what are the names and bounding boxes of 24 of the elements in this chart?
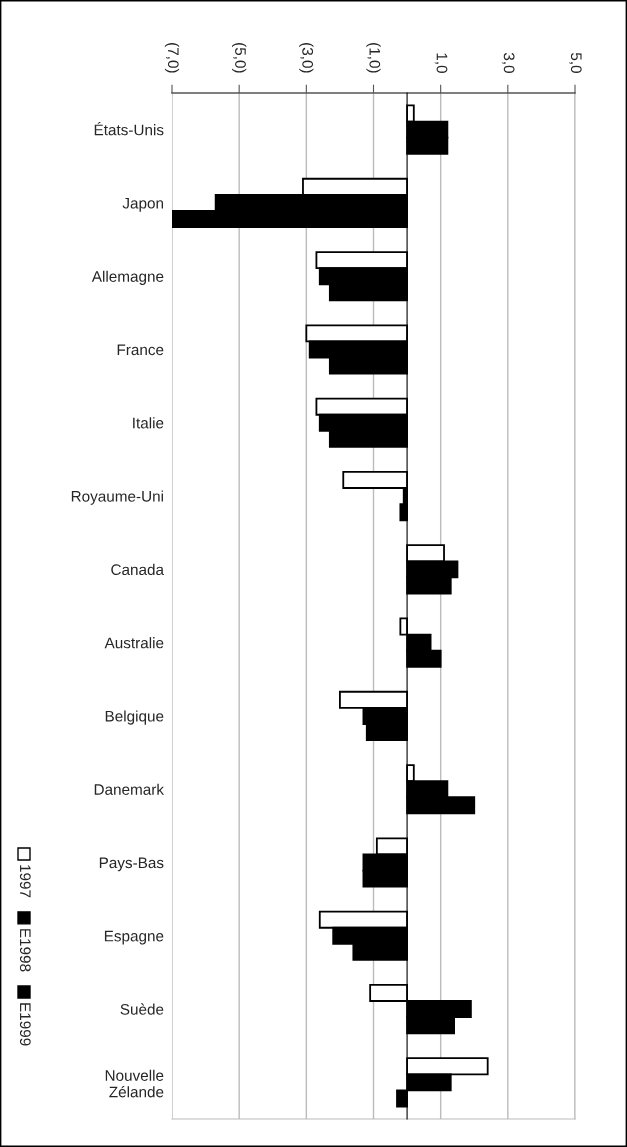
y-tick-label: Nouvelle Zélande (105, 1069, 164, 1098)
legend-label: 1997 (19, 865, 31, 898)
y-tick-label: Danemark (94, 783, 165, 795)
x-tick-label: (5,0) (232, 43, 247, 73)
x-tick-label: (3,0) (299, 43, 314, 73)
y-tick-label: Espagne (104, 930, 164, 945)
y-tick-label: Pays-Bas (99, 857, 164, 872)
x-tick-label: (7,0) (164, 43, 180, 73)
y-tick-label: Royaume-Uni (71, 490, 163, 505)
x-tick-label: 1,0 (434, 53, 448, 73)
y-tick-label: Allemagne (91, 270, 164, 285)
y-tick-label: Australie (104, 637, 164, 649)
y-tick-label: États-Unis (94, 121, 164, 136)
x-tick-label: 5,0 (569, 52, 582, 73)
legend-label: E1998 (19, 929, 31, 972)
x-tick-label: 3,0 (501, 52, 515, 73)
y-tick-label: Canada (111, 563, 164, 576)
y-tick-label: Italie (133, 417, 164, 429)
y-tick-label: Belgique (105, 710, 164, 725)
y-tick-label: France (117, 344, 164, 356)
y-tick-label: Suède (120, 1003, 164, 1015)
legend-label: E1999 (19, 1003, 31, 1046)
x-tick-label: (1,0) (366, 43, 381, 73)
y-tick-label: Japon (122, 197, 164, 212)
